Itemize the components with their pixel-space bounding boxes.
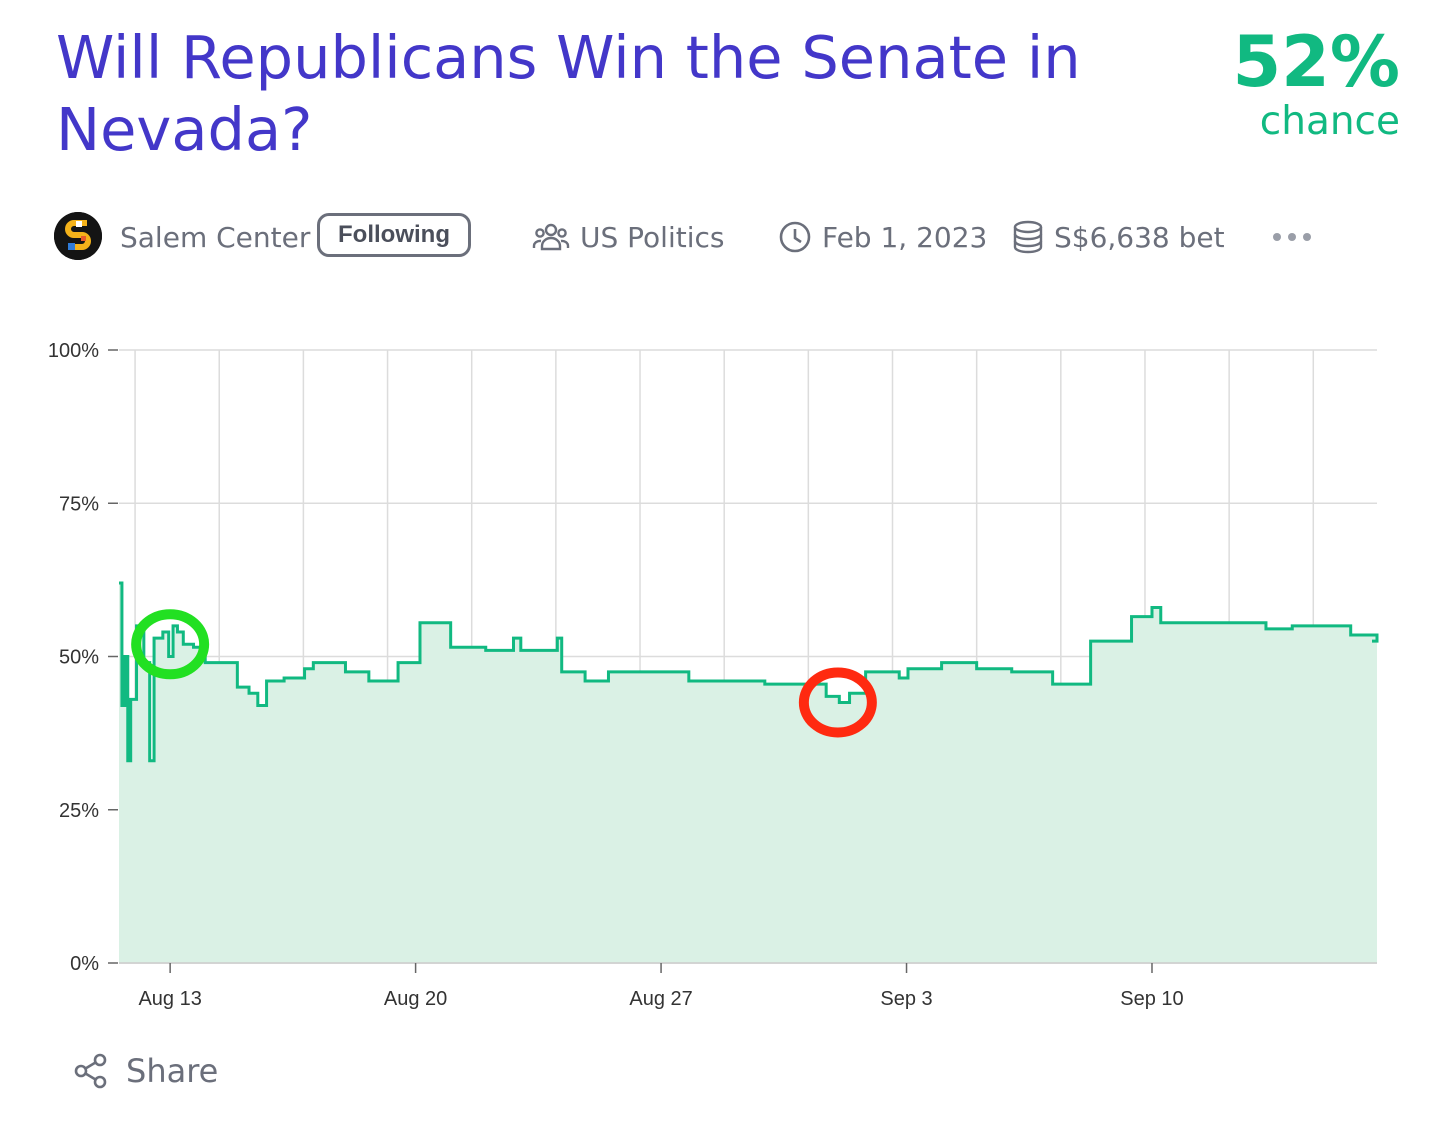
y-tick-label: 100%: [48, 340, 99, 362]
share-label: Share: [126, 1052, 219, 1090]
x-tick-label: Aug 20: [384, 988, 447, 1010]
probability-label: chance: [1259, 99, 1400, 144]
creator-name[interactable]: Salem Center: [120, 220, 311, 254]
close-date: Feb 1, 2023: [778, 212, 987, 262]
following-button[interactable]: Following: [317, 213, 471, 257]
share-button[interactable]: Share: [72, 1048, 218, 1094]
chart-axes: 0% 25% 50% 75% 100% Aug 13 Aug 20 Aug 27 Sep 3 Se…: [48, 340, 1377, 1010]
probability-display: 52% chance: [1232, 24, 1400, 144]
chart-area: [119, 581, 1379, 963]
chart-annotations: [131, 609, 877, 738]
coins-icon: [1012, 220, 1044, 254]
highlight-circle-red: [798, 667, 877, 738]
x-tick-label: Aug 27: [629, 988, 692, 1010]
market-meta: Salem Center Following US Politics Feb 1…: [54, 212, 1354, 262]
y-tick-label: 50%: [59, 647, 99, 669]
probability-chart: 0% 25% 50% 75% 100% Aug 13 Aug 20 Aug 27 Sep 3 Se…: [48, 340, 1379, 1010]
probability-value: 52%: [1232, 21, 1400, 103]
highlight-circle-green: [131, 609, 210, 680]
x-tick-label: Sep 3: [880, 988, 932, 1010]
series-line: [119, 581, 1379, 763]
y-tick-label: 25%: [59, 800, 99, 822]
group-label: US Politics: [580, 220, 725, 254]
page-title: Will Republicans Win the Senate in Nevad…: [56, 23, 1081, 164]
volume-label: S$6,638 bet: [1054, 220, 1225, 254]
share-icon: [72, 1052, 110, 1090]
volume: S$6,638 bet: [1012, 212, 1225, 262]
x-tick-label: Sep 10: [1120, 988, 1183, 1010]
x-tick-label: Aug 13: [138, 988, 201, 1010]
area-fill: [119, 582, 1377, 963]
more-dots-icon[interactable]: [1272, 212, 1312, 262]
users-icon: [532, 222, 570, 252]
clock-icon: [778, 220, 812, 254]
y-tick-label: 75%: [59, 493, 99, 515]
salem-logo-icon[interactable]: [54, 212, 102, 260]
close-date-label: Feb 1, 2023: [822, 220, 988, 254]
y-tick-label: 0%: [70, 953, 99, 975]
group-link[interactable]: US Politics: [532, 212, 724, 262]
